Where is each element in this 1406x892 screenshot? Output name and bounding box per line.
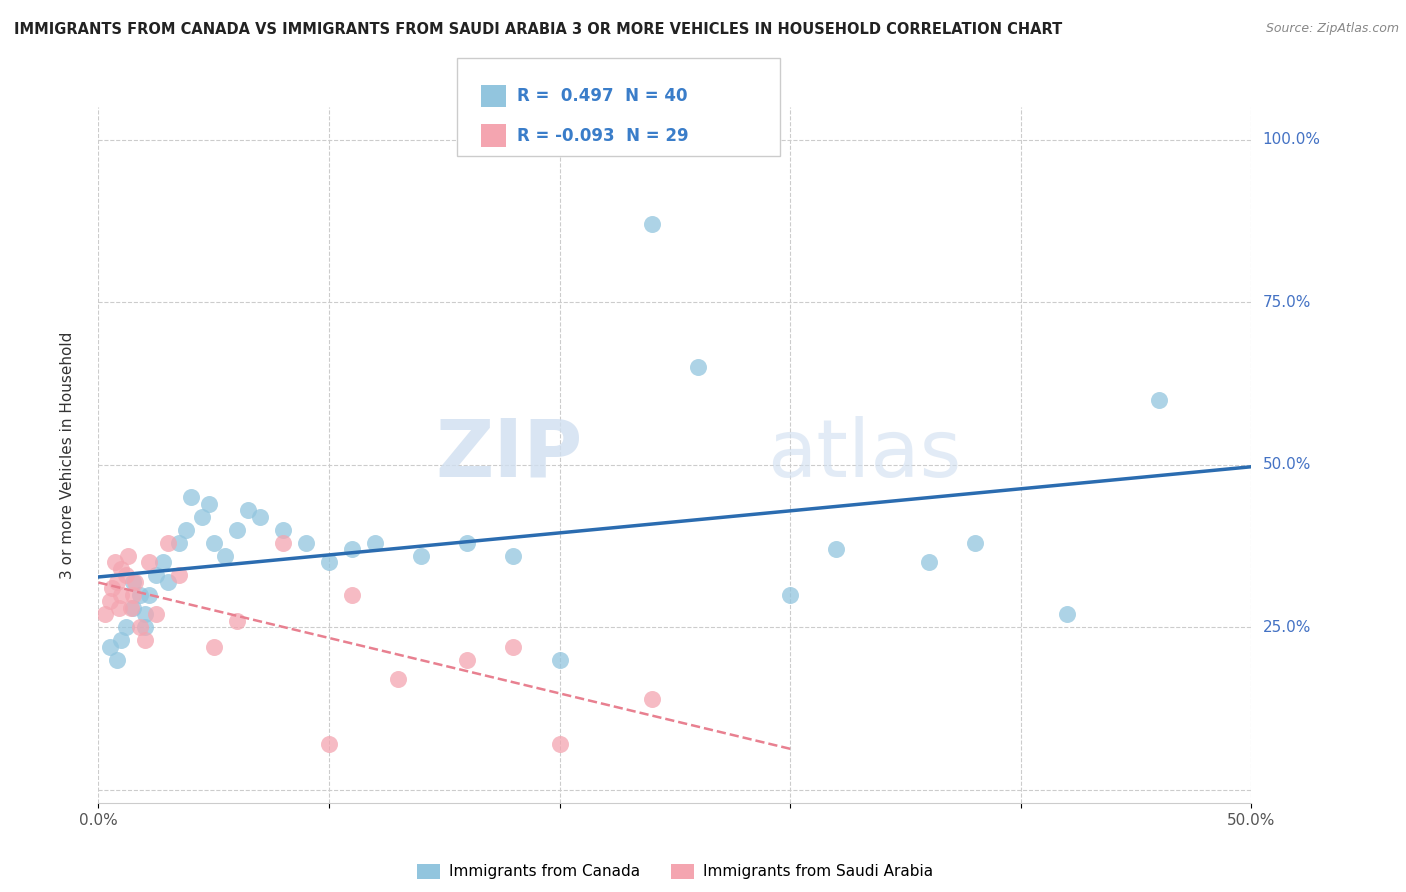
Point (138, 588, 160, 602)
Point (456, 653, 478, 667)
Point (120, 600, 142, 615)
Text: IMMIGRANTS FROM CANADA VS IMMIGRANTS FROM SAUDI ARABIA 3 OR MORE VEHICLES IN HOU: IMMIGRANTS FROM CANADA VS IMMIGRANTS FRO… (14, 22, 1063, 37)
Point (779, 588, 801, 602)
Y-axis label: 3 or more Vehicles in Household: 3 or more Vehicles in Household (60, 331, 75, 579)
Point (98, 640, 121, 654)
Point (110, 633, 132, 648)
Point (94, 607, 117, 622)
Point (1147, 392, 1170, 407)
Point (101, 581, 124, 595)
Point (122, 600, 145, 615)
Point (134, 620, 156, 634)
Point (105, 574, 128, 589)
Point (202, 640, 225, 654)
Point (174, 523, 197, 537)
Point (502, 640, 524, 654)
Point (340, 588, 363, 602)
Point (191, 509, 214, 524)
Text: R =  0.497  N = 40: R = 0.497 N = 40 (517, 87, 688, 105)
Point (122, 574, 145, 589)
Point (198, 497, 221, 511)
Point (110, 562, 132, 576)
Point (548, 653, 571, 667)
Point (340, 542, 363, 557)
Point (103, 555, 125, 569)
Point (202, 535, 225, 549)
Point (225, 523, 247, 537)
Point (134, 633, 156, 648)
Legend: Immigrants from Canada, Immigrants from Saudi Arabia: Immigrants from Canada, Immigrants from … (411, 857, 939, 886)
Point (249, 509, 271, 524)
Point (825, 542, 848, 557)
Text: Source: ZipAtlas.com: Source: ZipAtlas.com (1265, 22, 1399, 36)
Point (180, 490, 202, 504)
Point (214, 549, 236, 563)
Point (917, 555, 939, 569)
Text: ZIP: ZIP (436, 416, 582, 494)
Point (115, 568, 138, 582)
Point (456, 535, 478, 549)
Point (963, 535, 986, 549)
Point (364, 535, 387, 549)
Point (411, 549, 433, 563)
Point (295, 535, 318, 549)
Point (548, 737, 571, 751)
Point (145, 568, 167, 582)
Text: 25.0%: 25.0% (1263, 620, 1310, 635)
Point (152, 555, 174, 569)
Point (98, 594, 121, 608)
Point (387, 672, 409, 686)
Point (124, 574, 146, 589)
Point (318, 737, 340, 751)
Point (110, 588, 132, 602)
Point (117, 549, 139, 563)
Point (641, 217, 664, 231)
Point (167, 568, 190, 582)
Text: 50.0%: 50.0% (1263, 458, 1310, 472)
Point (271, 535, 294, 549)
Text: 100.0%: 100.0% (1263, 132, 1320, 147)
Point (145, 607, 167, 622)
Point (238, 503, 260, 517)
Point (122, 588, 145, 602)
Text: 75.0%: 75.0% (1263, 294, 1310, 310)
Point (225, 614, 247, 628)
Point (502, 549, 524, 563)
Point (167, 535, 190, 549)
Point (686, 360, 709, 375)
Point (641, 691, 664, 706)
Point (134, 607, 156, 622)
Point (115, 620, 138, 634)
Point (108, 600, 131, 615)
Point (129, 620, 152, 634)
Point (156, 535, 179, 549)
Point (271, 523, 294, 537)
Point (129, 588, 152, 602)
Point (138, 555, 160, 569)
Point (105, 653, 128, 667)
Point (156, 574, 179, 589)
Point (318, 555, 340, 569)
Text: atlas: atlas (768, 416, 962, 494)
Point (1056, 607, 1078, 622)
Text: R = -0.093  N = 29: R = -0.093 N = 29 (517, 127, 689, 145)
